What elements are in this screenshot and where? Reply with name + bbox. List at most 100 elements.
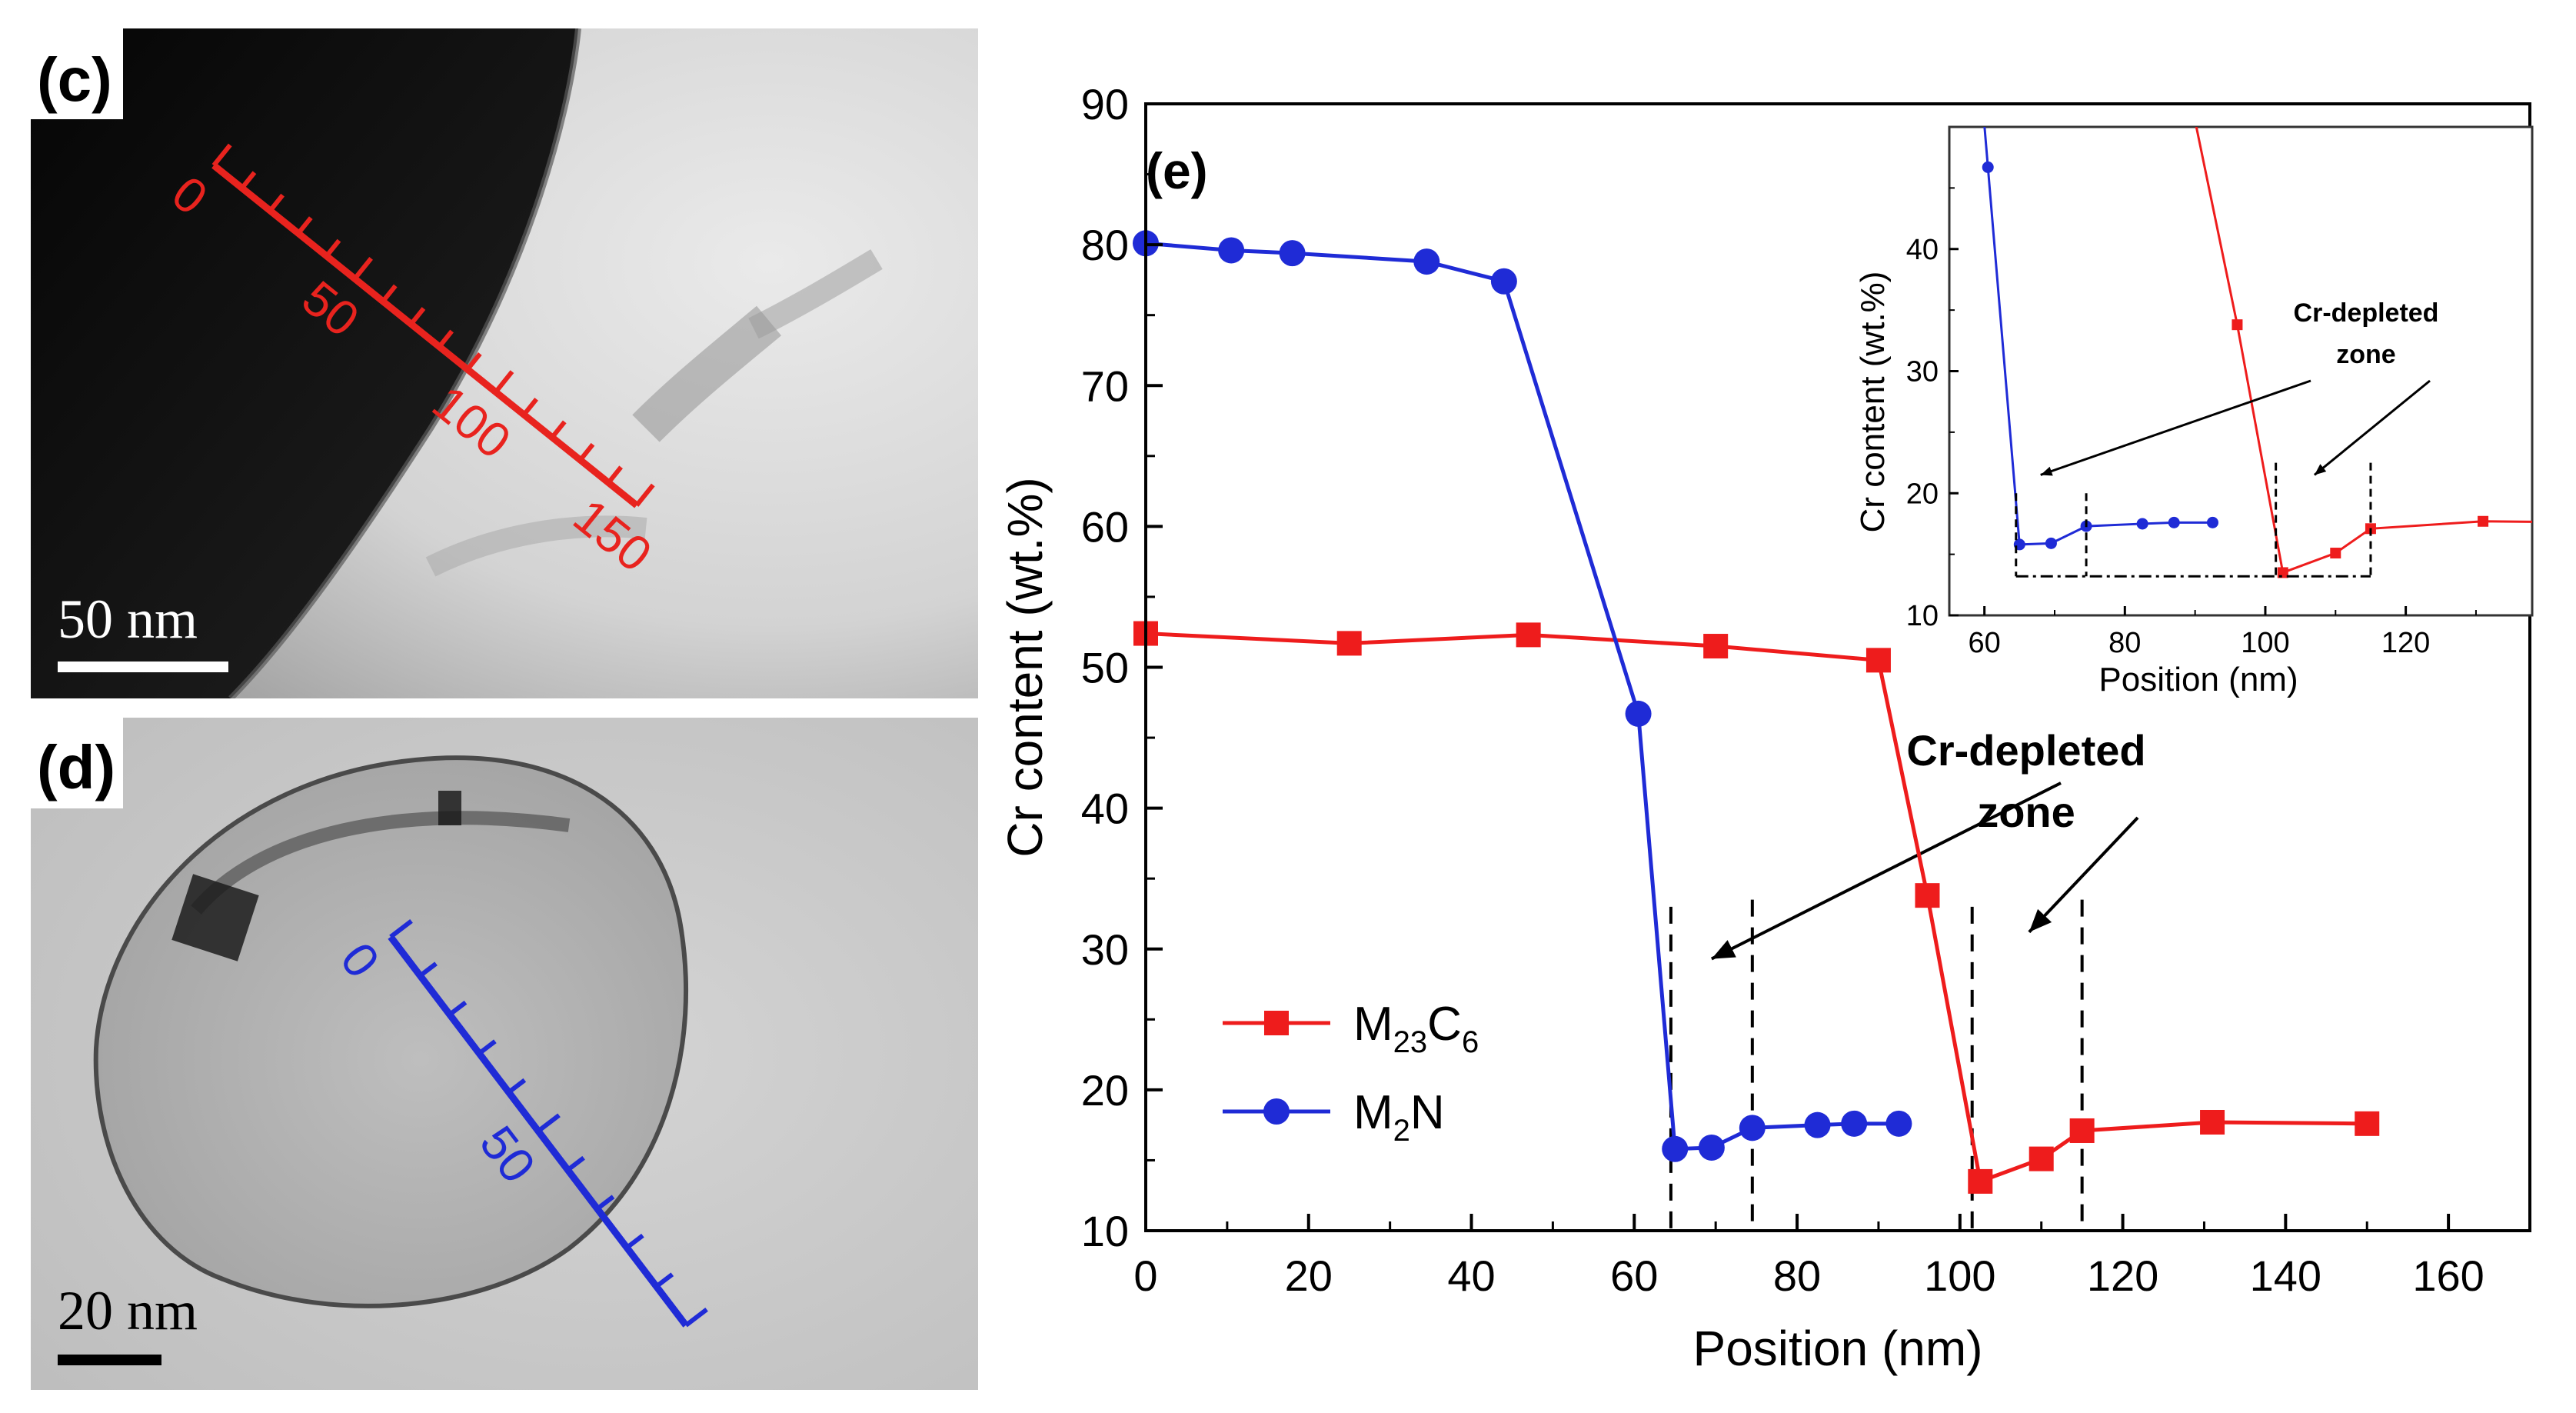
d-scan-tick	[684, 1308, 708, 1328]
data-point-M23C6	[1703, 634, 1729, 659]
data-point-M23C6	[2069, 1118, 2095, 1143]
panel-d-scalebar-label: 20 nm	[58, 1280, 198, 1341]
inset-point-M23C6	[2190, 115, 2201, 126]
panel-d-label-box	[31, 718, 123, 808]
legend-marker-M2N	[1263, 1098, 1290, 1125]
c-scan-tick	[381, 284, 398, 303]
inset-point-M2N	[2168, 516, 2180, 528]
x-tick-label: 40	[1447, 1251, 1495, 1300]
c-scan-tick	[240, 171, 257, 190]
data-point-M2N	[1841, 1110, 1868, 1137]
inset-point-M2N	[2206, 516, 2218, 528]
panel-c-scalebar	[58, 662, 228, 672]
inset-x-tick-label: 100	[2241, 627, 2289, 659]
y-tick-label: 90	[1081, 80, 1129, 128]
c-scan-tick	[578, 442, 595, 462]
c-scan-tick	[409, 307, 426, 326]
panel-e-chart: 0 20 40 60 80 100 120 140 160 10 20 30 40 50 60 70 80 90 P…	[997, 80, 2534, 1376]
data-point-M23C6	[1968, 1168, 1993, 1194]
panel-d-label: (d)	[37, 733, 115, 801]
depleted-zone-annotation-line1: Cr-depleted	[1906, 726, 2145, 775]
inset-point-M23C6	[2330, 548, 2341, 559]
c-scan-tick	[550, 420, 567, 439]
panel-c-scalebar-label: 50 nm	[58, 588, 198, 650]
inset-point-M2N	[2136, 518, 2148, 530]
x-tick-label: 80	[1773, 1251, 1821, 1300]
d-scan-tick	[537, 1113, 561, 1133]
panel-e-label: (e)	[1146, 142, 1208, 199]
d-scan-tick	[389, 919, 413, 939]
data-point-M2N	[1885, 1110, 1912, 1137]
inset-point-M23C6	[2232, 319, 2243, 331]
data-point-M2N	[1625, 700, 1652, 727]
data-point-M2N	[1698, 1134, 1725, 1161]
data-point-M23C6	[2029, 1146, 2054, 1171]
panel-c-label: (c)	[37, 45, 112, 114]
inset-annotation-line2: zone	[2336, 340, 2395, 369]
annotation-arrow-m23c6	[2028, 816, 2139, 934]
data-point-M2N	[1218, 237, 1245, 264]
inset-series-line-M23C6	[2195, 127, 2532, 575]
data-point-M23C6	[1516, 622, 1541, 648]
inset-plot-frame	[1948, 125, 2534, 617]
c-scan-tick	[465, 352, 482, 372]
precipitate-dark-region	[31, 28, 578, 698]
c-scan-tick	[634, 483, 655, 507]
x-tick-label: 160	[2412, 1251, 2484, 1300]
data-point-M23C6	[1336, 631, 1362, 656]
inset-arrow-m2n-head	[2040, 466, 2053, 476]
c-scan-tick	[606, 465, 623, 485]
inset-point-M23C6	[2478, 515, 2489, 527]
c-scan-tick	[296, 216, 313, 235]
series-line-M2N	[1145, 241, 1899, 1151]
inset-x-axis-label: Position (nm)	[2098, 661, 2298, 698]
data-point-M2N	[1490, 268, 1517, 295]
series-line-M23C6	[1145, 632, 2368, 1185]
data-point-M2N	[1739, 1115, 1766, 1141]
d-scan-tick	[595, 1195, 615, 1211]
annotation-arrow-m2n-head	[1711, 940, 1736, 959]
annotation-arrow-m23c6-head	[2029, 908, 2052, 932]
x-tick-label: 20	[1285, 1251, 1333, 1300]
x-tick-label: 140	[2250, 1251, 2321, 1300]
inset-plot-area	[1982, 115, 2532, 578]
inset-arrow-m2n	[2040, 379, 2311, 476]
x-axis-label: Position (nm)	[1693, 1321, 1983, 1376]
x-tick-label: 60	[1610, 1251, 1658, 1300]
data-point-M2N	[1662, 1135, 1689, 1162]
data-point-M23C6	[1865, 648, 1891, 673]
data-point-M23C6	[2200, 1109, 2225, 1135]
d-scan-tick	[418, 961, 438, 978]
depleted-zone-annotation-line2: zone	[1977, 788, 2075, 836]
inset-annotation-line1: Cr-depleted	[2294, 298, 2439, 328]
c-scan-tick	[211, 143, 232, 167]
y-tick-label: 40	[1081, 785, 1129, 833]
data-point-M23C6	[1915, 883, 1940, 908]
d-scan-tick	[448, 1000, 468, 1017]
inset-chart: Cr-depleted zone 60 80 100 120 10 20 30 40 Positio…	[1854, 115, 2534, 698]
y-tick-label: 70	[1081, 362, 1129, 410]
data-point-M23C6	[2355, 1111, 2380, 1136]
inset-y-axis-label: Cr content (wt.%)	[1854, 272, 1892, 533]
x-tick-label: 0	[1133, 1251, 1157, 1300]
inset-y-tick-label: 30	[1906, 356, 1939, 388]
panel-d-scalebar	[58, 1355, 161, 1365]
data-point-M2N	[1413, 248, 1440, 275]
c-scan-tick	[352, 256, 373, 281]
panel-c-label-box	[31, 28, 123, 119]
inset-point-M2N	[2045, 537, 2057, 549]
c-scan-tick	[521, 397, 538, 417]
y-tick-label: 20	[1081, 1066, 1129, 1115]
panel-d-micrograph: 050 (d) 20 nm	[31, 718, 978, 1390]
inset-y-tick-label: 10	[1906, 600, 1939, 632]
d-scan-tick	[654, 1272, 674, 1288]
d-scan-tick	[478, 1039, 497, 1055]
x-tick-label: 100	[1924, 1251, 1995, 1300]
d-scan-tick	[566, 1155, 585, 1172]
y-axis-label: Cr content (wt.%)	[997, 477, 1053, 857]
inset-arrow-m23c6-head	[2314, 464, 2327, 475]
inset-point-M2N	[1982, 161, 1994, 173]
data-point-M2N	[1804, 1111, 1831, 1138]
inset-y-tick-label: 40	[1906, 234, 1939, 266]
